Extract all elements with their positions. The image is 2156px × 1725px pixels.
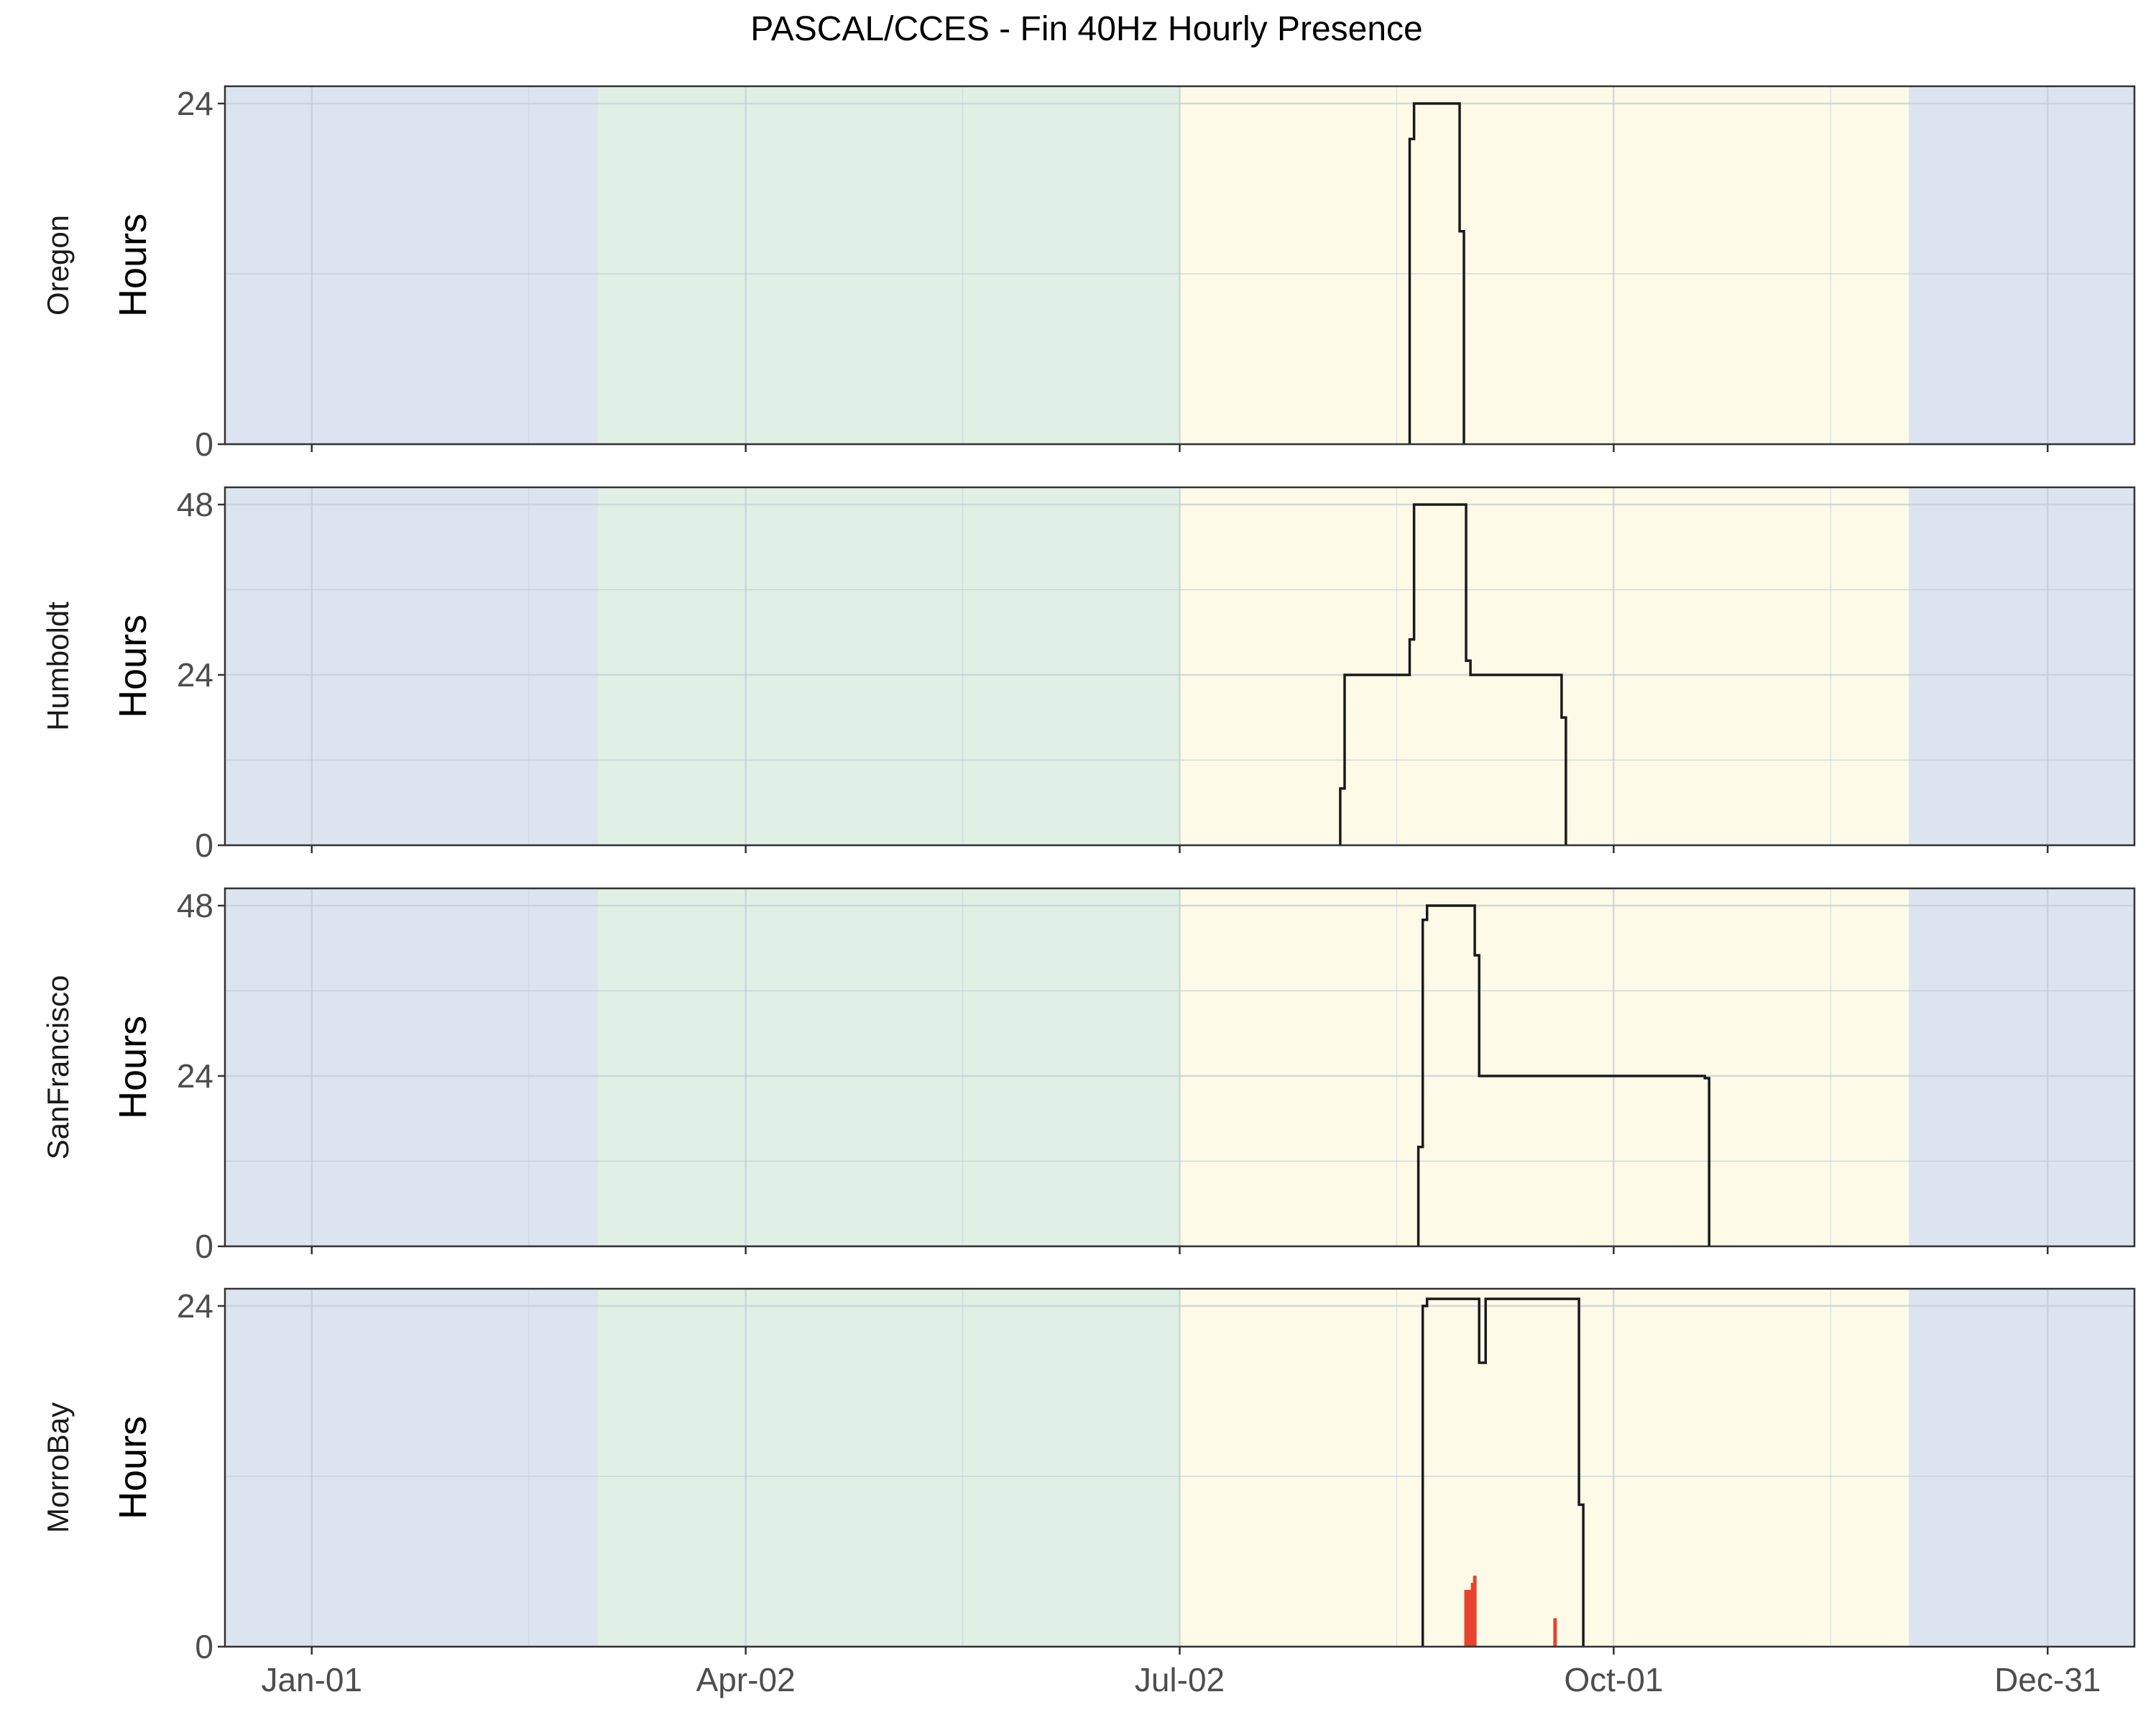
season-band xyxy=(225,888,599,1246)
y-tick-label: 48 xyxy=(177,486,213,523)
season-band xyxy=(1179,888,1909,1246)
season-band xyxy=(225,1289,599,1647)
y-tick-label: 0 xyxy=(195,827,213,864)
y-tick-label: 48 xyxy=(177,887,213,924)
y-axis-title: Hours xyxy=(111,1016,155,1119)
season-band xyxy=(598,888,1180,1246)
presence-bar xyxy=(1468,1590,1473,1647)
season-band xyxy=(598,1289,1180,1647)
chart-title: PASCAL/CCES - Fin 40Hz Hourly Presence xyxy=(750,10,1422,48)
x-tick-label: Oct-01 xyxy=(1564,1661,1663,1698)
panel-label: Oregon xyxy=(41,215,75,316)
presence-bar xyxy=(1473,1576,1477,1647)
x-tick-label: Apr-02 xyxy=(696,1661,796,1698)
season-band xyxy=(225,86,599,444)
x-tick-label: Dec-31 xyxy=(1994,1661,2101,1698)
y-axis-title: Hours xyxy=(111,213,155,317)
panel-oregon: 0 24 Hours Oregon xyxy=(41,85,2136,463)
panel-sanfrancisco: 0 24 48 Hours SanFrancisco xyxy=(41,887,2136,1265)
y-tick-label: 24 xyxy=(177,1057,213,1095)
season-band xyxy=(1908,888,2134,1246)
panel-label: SanFrancisco xyxy=(41,975,75,1160)
season-band xyxy=(1179,86,1909,444)
presence-step-line xyxy=(1416,904,1710,1246)
y-tick-label: 0 xyxy=(195,426,213,463)
panel-label: MorroBay xyxy=(41,1402,75,1533)
season-band xyxy=(1179,487,1909,845)
y-tick-label: 24 xyxy=(177,1287,213,1325)
season-band xyxy=(225,487,599,845)
y-tick-label: 24 xyxy=(177,85,213,122)
season-band xyxy=(598,86,1180,444)
season-band xyxy=(598,487,1180,845)
y-tick-label: 0 xyxy=(195,1228,213,1265)
presence-bar xyxy=(1464,1590,1468,1647)
panel-humboldt: 0 24 48 Hours Humboldt xyxy=(41,486,2136,864)
presence-step-line xyxy=(1408,102,1465,444)
presence-bar xyxy=(1553,1618,1557,1647)
x-axis: Jan-01 Apr-02 Jul-02 Oct-01 Dec-31 xyxy=(261,1661,2101,1698)
presence-bar xyxy=(1466,1590,1470,1647)
season-band xyxy=(1908,487,2134,845)
presence-step-line xyxy=(1339,503,1567,845)
y-tick-label: 24 xyxy=(177,656,213,694)
presence-step-line xyxy=(1421,1297,1585,1647)
season-band xyxy=(1179,1289,1909,1647)
season-band xyxy=(1908,86,2134,444)
x-tick-label: Jul-02 xyxy=(1135,1661,1225,1698)
panel-label: Humboldt xyxy=(41,602,75,731)
y-tick-label: 0 xyxy=(195,1628,213,1665)
panels-layer: 0 24 Hours Oregon 0 24 48 Hours Humboldt 0 24 48 Hou… xyxy=(41,85,2136,1665)
panel-morrobay: 0 24 Hours MorroBay xyxy=(41,1287,2136,1665)
x-tick-label: Jan-01 xyxy=(261,1661,362,1698)
y-axis-title: Hours xyxy=(111,1416,155,1519)
y-axis-title: Hours xyxy=(111,615,155,718)
season-band xyxy=(1908,1289,2134,1647)
presence-bar xyxy=(1470,1583,1475,1647)
